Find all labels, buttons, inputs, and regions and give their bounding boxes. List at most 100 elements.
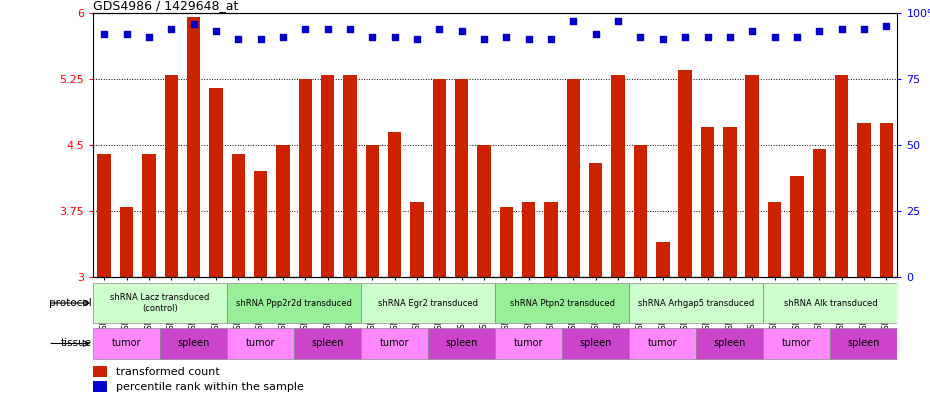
Bar (679, 70, 692, 277)
Point (879, 23, 894, 29)
Bar (611, 75, 625, 277)
Point (164, 26, 179, 32)
Point (834, 26, 849, 32)
Text: shRNA Ptpn2 transduced: shRNA Ptpn2 transduced (510, 299, 615, 307)
Bar (813, 149, 826, 277)
Point (141, 33, 156, 40)
Text: shRNA Ppp2r2d transduced: shRNA Ppp2r2d transduced (236, 299, 352, 307)
Point (499, 33, 514, 40)
Bar (522, 202, 536, 277)
Bar (835, 75, 848, 277)
Point (857, 26, 871, 32)
Bar (633, 145, 647, 277)
Point (476, 36, 491, 42)
Text: GDS4986 / 1429648_at: GDS4986 / 1429648_at (93, 0, 238, 12)
Bar (299, 79, 312, 277)
Bar (857, 123, 870, 277)
Text: spleen: spleen (713, 338, 746, 349)
Bar (764, 328, 830, 359)
Text: spleen: spleen (445, 338, 478, 349)
Bar (656, 242, 670, 277)
Bar (499, 207, 513, 277)
Text: tumor: tumor (514, 338, 543, 349)
Text: shRNA Egr2 transduced: shRNA Egr2 transduced (379, 299, 478, 307)
Text: tumor: tumor (648, 338, 678, 349)
Point (342, 26, 357, 32)
Bar (589, 163, 603, 277)
Text: tumor: tumor (246, 338, 275, 349)
Point (432, 26, 446, 32)
Point (231, 36, 246, 42)
Point (656, 36, 671, 42)
Point (253, 36, 268, 42)
Bar (361, 328, 428, 359)
Text: shRNA Alk transduced: shRNA Alk transduced (784, 299, 877, 307)
Text: spleen: spleen (848, 338, 880, 349)
Bar (98, 154, 111, 277)
Bar (227, 283, 361, 323)
Text: tumor: tumor (782, 338, 812, 349)
Text: spleen: spleen (178, 338, 210, 349)
Point (678, 33, 693, 40)
Bar (343, 75, 357, 277)
Bar (160, 328, 227, 359)
Text: protocol: protocol (49, 298, 92, 308)
Point (633, 33, 648, 40)
Bar (410, 202, 424, 277)
Text: tumor: tumor (380, 338, 409, 349)
Bar (365, 145, 379, 277)
Point (409, 36, 424, 42)
Bar (294, 328, 361, 359)
Bar (93, 328, 160, 359)
Bar (276, 145, 289, 277)
Point (298, 26, 312, 32)
Point (767, 33, 782, 40)
Bar (790, 176, 804, 277)
Bar (764, 283, 897, 323)
Point (544, 36, 559, 42)
Point (812, 28, 827, 35)
Bar (495, 283, 630, 323)
Bar (209, 88, 222, 277)
Point (611, 18, 626, 24)
Bar (697, 328, 764, 359)
Point (589, 31, 604, 37)
Bar (361, 283, 495, 323)
Text: percentile rank within the sample: percentile rank within the sample (115, 382, 303, 391)
Bar (428, 328, 495, 359)
Point (745, 28, 760, 35)
Text: shRNA Lacz transduced
(control): shRNA Lacz transduced (control) (111, 293, 210, 313)
Point (723, 33, 737, 40)
Point (454, 28, 469, 35)
Text: transformed count: transformed count (115, 367, 219, 377)
Bar (544, 202, 558, 277)
Text: spleen: spleen (579, 338, 612, 349)
Bar (495, 328, 563, 359)
Bar (254, 171, 267, 277)
Bar (321, 75, 334, 277)
Bar (165, 75, 178, 277)
Text: tissue: tissue (61, 338, 92, 349)
Bar (701, 127, 714, 277)
Bar (768, 202, 781, 277)
Text: tumor: tumor (112, 338, 141, 349)
Bar (566, 79, 580, 277)
Point (208, 28, 223, 35)
Bar (746, 75, 759, 277)
Bar (93, 366, 108, 377)
Bar (388, 132, 402, 277)
Bar (630, 328, 697, 359)
Bar (142, 154, 155, 277)
Bar (455, 79, 469, 277)
Point (365, 33, 379, 40)
Point (566, 18, 581, 24)
Point (119, 31, 134, 37)
Point (97, 31, 112, 37)
Point (700, 33, 715, 40)
Bar (724, 127, 737, 277)
Point (275, 33, 290, 40)
Bar (187, 17, 200, 277)
Bar (93, 283, 227, 323)
Point (522, 36, 537, 42)
Point (320, 26, 335, 32)
